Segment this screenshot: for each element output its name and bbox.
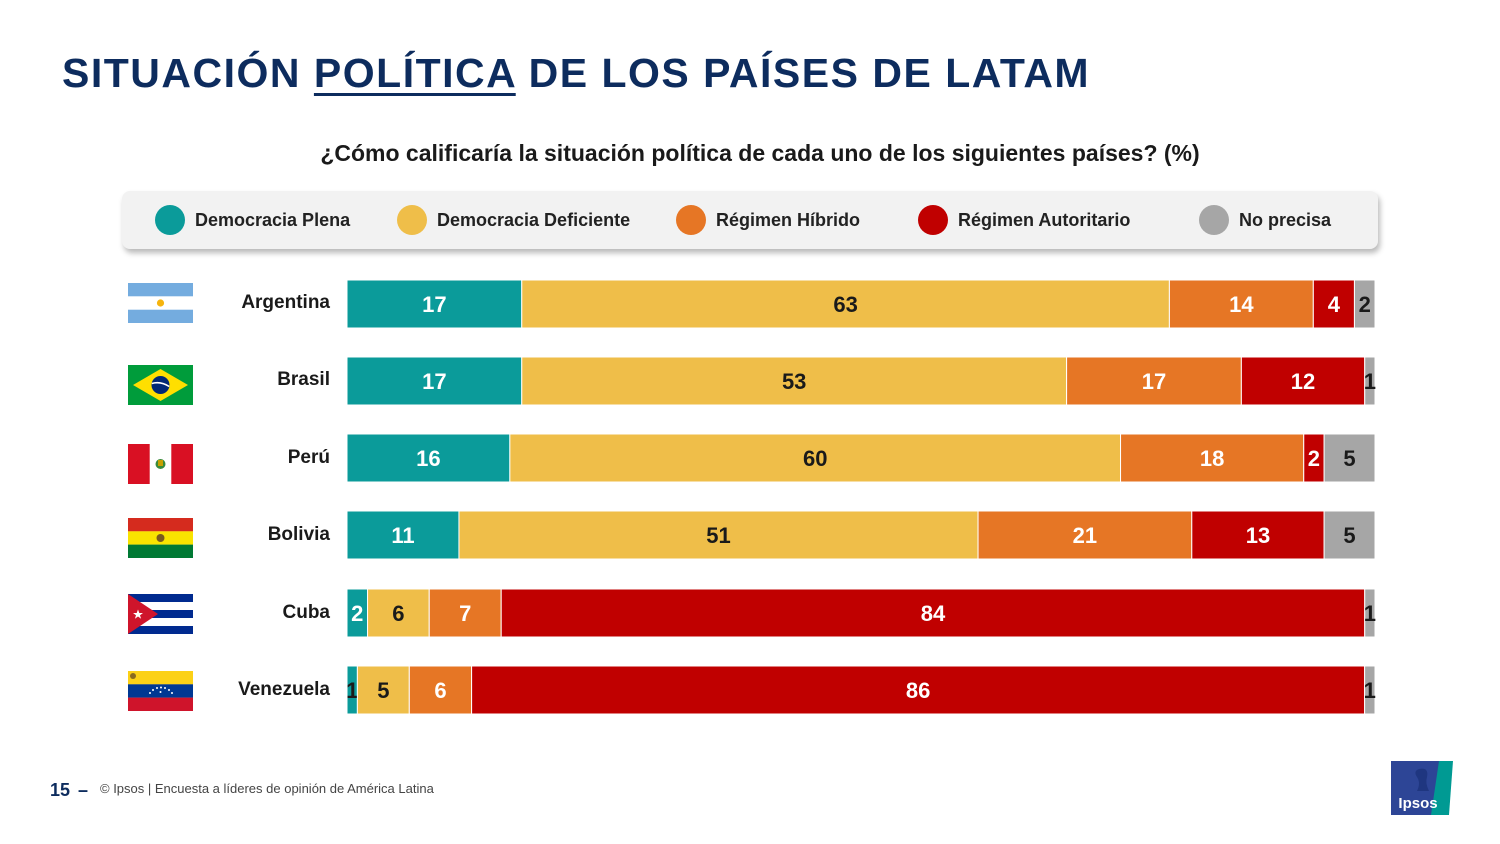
bar-segment-no-precisa [1364, 588, 1376, 638]
bar-value-label: 2 [1359, 292, 1371, 317]
bar-value-label: 17 [422, 292, 446, 317]
legend-item-no-precisa: No precisa [1199, 191, 1331, 249]
bar-segment-regimen-hibrido [408, 665, 473, 715]
bar-value-label: 51 [706, 523, 730, 548]
bar-value-label: 53 [782, 369, 806, 394]
title-part-1: SITUACIÓN [62, 50, 314, 96]
bar-segment-democracia-deficiente [521, 279, 1170, 329]
bar-segment-regimen-hibrido [1066, 356, 1242, 406]
bar-value-label: 17 [1142, 369, 1166, 394]
bar-value-label: 4 [1328, 292, 1341, 317]
bar-segment-regimen-autoritario [500, 588, 1366, 638]
bar-value-label: 18 [1200, 446, 1224, 471]
argentina-flag-icon [128, 283, 193, 323]
row-label-cuba: Cuba [282, 602, 331, 623]
chart-question: ¿Cómo calificaría la situación política … [320, 140, 1200, 166]
bar-value-label: 2 [351, 601, 363, 626]
legend-swatch [155, 205, 185, 235]
venezuela-flag-icon [128, 671, 193, 711]
bar-value-label: 14 [1229, 292, 1254, 317]
bar-value-label: 2 [1308, 446, 1320, 471]
bar-segment-regimen-hibrido [1168, 279, 1314, 329]
legend-item-democracia-deficiente: Democracia Deficiente [397, 191, 630, 249]
row-label-venezuela: Venezuela [238, 679, 330, 700]
bar-value-label: 5 [1343, 523, 1355, 548]
bar-value-label: 16 [416, 446, 440, 471]
bar-segment-regimen-autoritario [1240, 356, 1366, 406]
bar-value-label: 1 [346, 678, 358, 703]
bar-value-label: 13 [1246, 523, 1270, 548]
bar-value-label: 1 [1364, 601, 1376, 626]
legend-swatch [918, 205, 948, 235]
bar-value-label: 12 [1291, 369, 1315, 394]
bar-segment-democracia-plena [346, 356, 523, 406]
row-label-argentina: Argentina [241, 292, 330, 313]
bar-value-label: 1 [1364, 369, 1376, 394]
footer-dash: – [78, 780, 89, 800]
bar-segment-democracia-plena [346, 279, 523, 329]
legend-label: Régimen Híbrido [716, 209, 861, 230]
bar-segment-no-precisa [1364, 665, 1376, 715]
bar-value-label: 86 [906, 678, 930, 703]
bar-segment-no-precisa [1353, 279, 1376, 329]
legend-swatch [1199, 205, 1229, 235]
title-part-2: DE LOS PAÍSES DE LATAM [515, 50, 1091, 96]
legend-label: Régimen Autoritario [958, 209, 1131, 230]
cuba-flag-icon [128, 594, 193, 634]
legend-label: No precisa [1239, 209, 1332, 230]
legend-item-regimen-hibrido: Régimen Híbrido [676, 191, 860, 249]
page-number: 15 [50, 780, 71, 800]
bar-value-label: 21 [1073, 523, 1097, 548]
ipsos-logo: Ipsos [1391, 761, 1453, 815]
bar-segment-democracia-deficiente [509, 433, 1122, 483]
bar-value-label: 84 [921, 601, 946, 626]
title-underlined-word: POLÍTICA [313, 50, 516, 96]
brazil-flag-icon [128, 365, 193, 405]
chart-legend: Democracia Plena Democracia Deficiente R… [122, 191, 1378, 249]
bar-segment-no-precisa [1323, 510, 1376, 560]
bar-segment-no-precisa [1364, 356, 1376, 406]
logo-text: Ipsos [1398, 795, 1437, 812]
bolivia-flag-icon [128, 518, 193, 558]
bar-segment-democracia-deficiente [458, 510, 979, 560]
legend-label: Democracia Plena [195, 209, 351, 230]
bar-segment-no-precisa [1323, 433, 1376, 483]
peru-flag-icon [128, 444, 193, 484]
bar-segment-democracia-deficiente [356, 665, 410, 715]
bar-segment-regimen-autoritario [1312, 279, 1355, 329]
bar-segment-regimen-autoritario [471, 665, 1366, 715]
legend-swatch [676, 205, 706, 235]
legend-item-regimen-autoritario: Régimen Autoritario [918, 191, 1130, 249]
legend-swatch [397, 205, 427, 235]
bar-value-label: 11 [391, 523, 414, 548]
bar-segment-democracia-deficiente [367, 588, 430, 638]
bar-value-label: 1 [1364, 678, 1376, 703]
bar-segment-regimen-autoritario [1191, 510, 1325, 560]
row-label-bolivia: Bolivia [267, 524, 330, 545]
bar-value-label: 5 [377, 678, 389, 703]
bar-value-label: 17 [422, 369, 446, 394]
bar-value-label: 6 [392, 601, 404, 626]
legend-item-democracia-plena: Democracia Plena [155, 191, 350, 249]
bar-segment-democracia-plena [346, 510, 460, 560]
bar-segment-regimen-hibrido [1120, 433, 1305, 483]
bar-value-label: 60 [803, 446, 827, 471]
bar-value-label: 6 [434, 678, 446, 703]
bar-value-label: 63 [833, 292, 857, 317]
bar-segment-regimen-hibrido [428, 588, 502, 638]
bar-value-label: 5 [1343, 446, 1355, 471]
bar-segment-democracia-plena [346, 433, 511, 483]
row-label-brasil: Brasil [277, 369, 330, 390]
bar-segment-democracia-deficiente [521, 356, 1068, 406]
legend-label: Democracia Deficiente [437, 209, 631, 230]
page-title: SITUACIÓN POLÍTICA DE LOS PAÍSES DE LATA… [62, 50, 1090, 97]
bar-value-label: 7 [459, 601, 471, 626]
row-label-peru: Perú [287, 447, 330, 468]
footer-copyright: © Ipsos | Encuesta a líderes de opinión … [100, 781, 434, 796]
